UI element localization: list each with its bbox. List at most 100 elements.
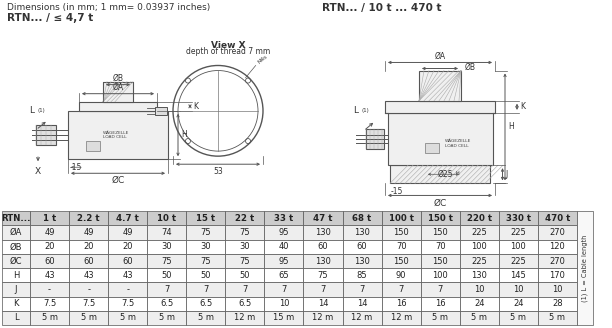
Text: 22 t: 22 t bbox=[235, 214, 255, 223]
Text: 47 t: 47 t bbox=[313, 214, 333, 223]
Bar bbox=[538, 211, 577, 225]
Bar bbox=[343, 211, 382, 225]
Text: 14: 14 bbox=[357, 299, 367, 308]
Text: 4.7 t: 4.7 t bbox=[116, 214, 139, 223]
Text: 270: 270 bbox=[550, 228, 565, 237]
Text: 7: 7 bbox=[282, 285, 286, 294]
Text: 130: 130 bbox=[354, 256, 370, 266]
Text: 10 t: 10 t bbox=[157, 214, 176, 223]
Bar bbox=[147, 282, 186, 297]
Text: 85: 85 bbox=[357, 271, 367, 280]
Text: J: J bbox=[506, 170, 508, 179]
Bar bbox=[36, 125, 56, 145]
Text: 95: 95 bbox=[278, 228, 289, 237]
Bar bbox=[2, 282, 30, 297]
Bar bbox=[186, 297, 225, 311]
Bar bbox=[108, 311, 147, 325]
Text: 12 m: 12 m bbox=[234, 313, 256, 322]
Bar bbox=[425, 143, 439, 153]
Bar bbox=[69, 211, 108, 225]
Text: 53: 53 bbox=[213, 167, 223, 176]
Text: 60: 60 bbox=[318, 242, 329, 251]
Text: 7.5: 7.5 bbox=[121, 299, 134, 308]
Text: Ø25: Ø25 bbox=[437, 170, 453, 179]
Bar bbox=[2, 254, 30, 268]
Bar bbox=[79, 102, 157, 111]
Text: 7: 7 bbox=[398, 285, 404, 294]
Bar bbox=[343, 240, 382, 254]
Text: 75: 75 bbox=[201, 256, 211, 266]
Text: X: X bbox=[35, 167, 41, 176]
Bar bbox=[499, 297, 538, 311]
Text: 40: 40 bbox=[278, 242, 289, 251]
Bar bbox=[147, 268, 186, 282]
Text: 7.5: 7.5 bbox=[43, 299, 56, 308]
Bar bbox=[2, 211, 30, 225]
Text: ØB: ØB bbox=[10, 242, 22, 251]
Bar bbox=[577, 211, 593, 325]
Text: 12 m: 12 m bbox=[390, 313, 412, 322]
Bar bbox=[30, 311, 69, 325]
Text: 33 t: 33 t bbox=[274, 214, 294, 223]
Text: 470 t: 470 t bbox=[545, 214, 570, 223]
Bar bbox=[538, 254, 577, 268]
Text: H: H bbox=[456, 171, 460, 176]
Bar bbox=[30, 282, 69, 297]
Bar bbox=[30, 268, 69, 282]
Bar bbox=[382, 311, 420, 325]
Bar bbox=[108, 297, 147, 311]
Text: 30: 30 bbox=[201, 242, 211, 251]
Bar bbox=[499, 282, 538, 297]
Bar bbox=[68, 111, 168, 159]
Text: 170: 170 bbox=[550, 271, 565, 280]
Text: 14: 14 bbox=[318, 299, 328, 308]
Bar bbox=[30, 297, 69, 311]
Text: ØA: ØA bbox=[435, 51, 446, 60]
Text: 70: 70 bbox=[396, 242, 406, 251]
Bar bbox=[186, 211, 225, 225]
Text: 16: 16 bbox=[435, 299, 446, 308]
Bar bbox=[382, 254, 420, 268]
Bar bbox=[69, 225, 108, 240]
Text: 65: 65 bbox=[278, 271, 289, 280]
Text: 49: 49 bbox=[83, 228, 94, 237]
Text: 10: 10 bbox=[474, 285, 485, 294]
Bar bbox=[30, 225, 69, 240]
Bar bbox=[147, 225, 186, 240]
Text: WÄGEZELLE
LOAD CELL: WÄGEZELLE LOAD CELL bbox=[103, 131, 129, 139]
Text: L: L bbox=[13, 313, 18, 322]
Text: 20: 20 bbox=[83, 242, 94, 251]
Bar bbox=[264, 211, 304, 225]
Text: 7: 7 bbox=[164, 285, 170, 294]
Bar bbox=[538, 225, 577, 240]
Text: 270: 270 bbox=[550, 256, 565, 266]
Text: 5 m: 5 m bbox=[120, 313, 136, 322]
Bar bbox=[538, 282, 577, 297]
Bar bbox=[390, 165, 490, 183]
Text: 330 t: 330 t bbox=[506, 214, 531, 223]
Text: J: J bbox=[15, 285, 17, 294]
Bar bbox=[538, 297, 577, 311]
Text: 225: 225 bbox=[471, 256, 487, 266]
Bar bbox=[103, 82, 133, 102]
Text: (1): (1) bbox=[362, 108, 369, 113]
Bar bbox=[499, 211, 538, 225]
Text: WÄGEZELLE
LOAD CELL: WÄGEZELLE LOAD CELL bbox=[445, 139, 471, 148]
Bar bbox=[225, 240, 264, 254]
Bar bbox=[460, 225, 499, 240]
Text: RTN... / ≤ 4,7 t: RTN... / ≤ 4,7 t bbox=[7, 13, 93, 23]
Bar bbox=[460, 297, 499, 311]
Text: 100: 100 bbox=[510, 242, 526, 251]
Bar bbox=[387, 113, 493, 165]
Bar bbox=[2, 268, 30, 282]
Text: 5 m: 5 m bbox=[550, 313, 565, 322]
Text: 30: 30 bbox=[162, 242, 172, 251]
Text: 130: 130 bbox=[315, 256, 331, 266]
Bar bbox=[460, 240, 499, 254]
Text: 100: 100 bbox=[471, 242, 487, 251]
Text: depth of thread 7 mm: depth of thread 7 mm bbox=[186, 48, 270, 56]
Text: 28: 28 bbox=[552, 299, 563, 308]
Bar bbox=[30, 240, 69, 254]
Bar bbox=[499, 240, 538, 254]
Bar bbox=[343, 225, 382, 240]
